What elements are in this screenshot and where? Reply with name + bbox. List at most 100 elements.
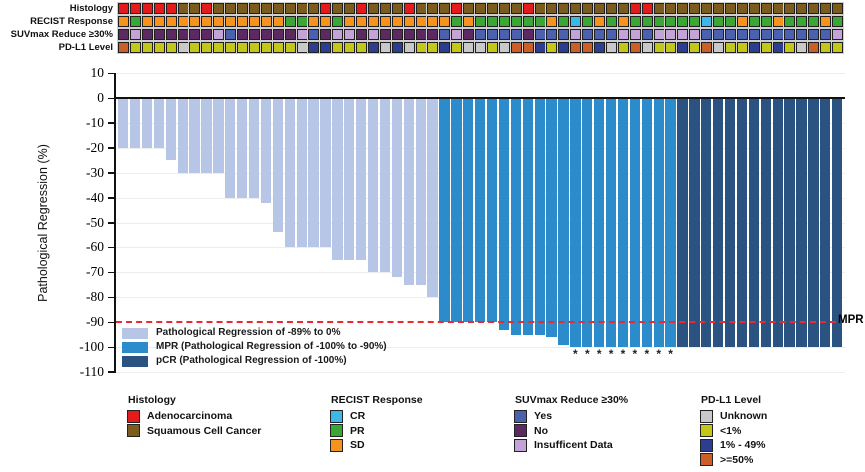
- histology-cell: [759, 2, 773, 15]
- pdl1-cell: [474, 41, 487, 54]
- legend-item: Insufficent Data: [514, 438, 628, 453]
- suvmax-cell: [236, 28, 249, 41]
- recist-cell: [819, 15, 833, 28]
- pdl1-cell: [200, 41, 214, 54]
- recist-cell: [200, 15, 214, 28]
- asterisk: *: [668, 347, 673, 361]
- bar: [689, 99, 700, 347]
- bar: [225, 99, 236, 198]
- suvmax-cell: [331, 28, 345, 41]
- recist-cell: [604, 15, 618, 28]
- suvmax-cell: [735, 28, 749, 41]
- bar: [748, 99, 760, 347]
- pdl1-cell: [462, 41, 476, 54]
- pdl1-cell: [259, 41, 273, 54]
- legend-item: <1%: [700, 424, 767, 439]
- histology-cell: [128, 2, 142, 15]
- histology-cell: [117, 2, 130, 15]
- pdl1-cell: [509, 41, 523, 54]
- legend-swatch: [127, 409, 140, 423]
- bar: [498, 99, 510, 330]
- recist-cell: [688, 15, 702, 28]
- bar: [320, 99, 331, 248]
- histology-cell: [426, 2, 440, 15]
- pdl1-cell: [366, 41, 380, 54]
- bar: [724, 99, 736, 347]
- pdl1-cell: [450, 41, 464, 54]
- histology-cell: [283, 2, 297, 15]
- histology-cell: [795, 2, 809, 15]
- tick-mark: [108, 222, 114, 224]
- recist-cell: [807, 15, 821, 28]
- recist-cell: [521, 15, 535, 28]
- tick-label: -80: [86, 289, 104, 305]
- legend-item: CR: [330, 409, 423, 424]
- recist-cell: [450, 15, 464, 28]
- recist-cell: [176, 15, 190, 28]
- pdl1-cell: [140, 41, 154, 54]
- suvmax-cell: [533, 28, 547, 41]
- suvmax-cell: [450, 28, 464, 41]
- suvmax-cell: [652, 28, 666, 41]
- legend-item-label: PR: [350, 424, 365, 437]
- bar: [832, 99, 843, 347]
- pdl1-cell: [188, 41, 202, 54]
- pdl1-cell: [676, 41, 690, 54]
- legend-item-label: Insufficent Data: [534, 439, 613, 452]
- histology-cell: [236, 2, 249, 15]
- pdl1-cell: [236, 41, 249, 54]
- bar: [344, 99, 355, 260]
- bar: [260, 99, 272, 203]
- tick-label: -110: [79, 363, 104, 379]
- pdl1-cell: [593, 41, 606, 54]
- bar: [570, 99, 581, 347]
- legend-item-label: Unknown: [720, 410, 768, 423]
- suvmax-cell: [355, 28, 368, 41]
- bar: [475, 99, 486, 323]
- recist-cell: [485, 15, 499, 28]
- histology-cell: [485, 2, 499, 15]
- pdl1-cell: [283, 41, 297, 54]
- pdl1-cell: [747, 41, 761, 54]
- histology-cell: [319, 2, 333, 15]
- tick-mark: [108, 172, 114, 174]
- legend-swatch: [700, 453, 713, 467]
- bar: [629, 99, 641, 347]
- recist-cell: [390, 15, 404, 28]
- legend-item: PR: [330, 424, 423, 439]
- recist-cell: [236, 15, 249, 28]
- recist-cell: [283, 15, 297, 28]
- pdl1-cell: [224, 41, 238, 54]
- suvmax-cell: [569, 28, 583, 41]
- tick-mark: [108, 296, 114, 299]
- bar: [415, 99, 426, 285]
- legend-item-label: >=50%: [720, 453, 754, 466]
- histology-cell: [307, 2, 321, 15]
- bar: [177, 99, 188, 173]
- suvmax-cell: [128, 28, 142, 41]
- suvmax-cell: [723, 28, 737, 41]
- tick-mark: [108, 147, 114, 149]
- recist-cell: [438, 15, 452, 28]
- bar: [808, 99, 819, 347]
- histology-cell: [628, 2, 642, 15]
- recist-cell: [224, 15, 238, 28]
- tick-mark: [108, 271, 114, 274]
- pdl1-cell: [771, 41, 785, 54]
- histology-cell: [259, 2, 273, 15]
- bar: [248, 99, 260, 198]
- pdl1-cell: [319, 41, 333, 54]
- recist-cell: [581, 15, 595, 28]
- recist-cell: [188, 15, 202, 28]
- bar: [510, 99, 522, 335]
- legend-item: Yes: [514, 409, 628, 424]
- histology-cell: [509, 2, 523, 15]
- legend-swatch: [330, 438, 343, 452]
- bar: [427, 99, 438, 298]
- tick-mark: [108, 321, 114, 324]
- suvmax-cell: [438, 28, 452, 41]
- y-axis-line: [114, 73, 116, 373]
- bar-legend-swatch: [122, 356, 148, 367]
- recist-cell: [295, 15, 309, 28]
- zero-baseline: [116, 97, 845, 99]
